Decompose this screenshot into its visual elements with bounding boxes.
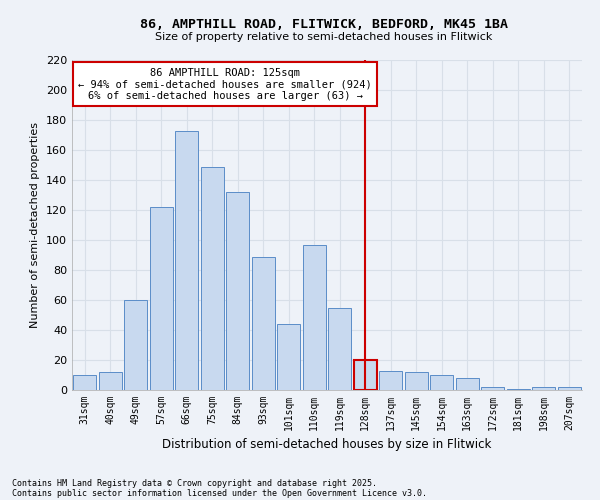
Bar — [404, 372, 428, 390]
Bar — [226, 192, 250, 390]
Bar — [455, 378, 479, 390]
Bar — [73, 375, 97, 390]
Bar — [251, 256, 275, 390]
Bar — [124, 300, 148, 390]
Bar — [175, 130, 199, 390]
Bar — [200, 166, 224, 390]
Text: 86, AMPTHILL ROAD, FLITWICK, BEDFORD, MK45 1BA: 86, AMPTHILL ROAD, FLITWICK, BEDFORD, MK… — [140, 18, 508, 30]
Text: 86 AMPTHILL ROAD: 125sqm
← 94% of semi-detached houses are smaller (924)
6% of s: 86 AMPTHILL ROAD: 125sqm ← 94% of semi-d… — [78, 68, 372, 100]
Bar — [277, 324, 301, 390]
Bar — [328, 308, 352, 390]
Text: Contains public sector information licensed under the Open Government Licence v3: Contains public sector information licen… — [12, 488, 427, 498]
Y-axis label: Number of semi-detached properties: Number of semi-detached properties — [31, 122, 40, 328]
Bar — [557, 387, 581, 390]
Bar — [506, 388, 530, 390]
Bar — [98, 372, 122, 390]
X-axis label: Distribution of semi-detached houses by size in Flitwick: Distribution of semi-detached houses by … — [163, 438, 491, 452]
Bar — [149, 207, 173, 390]
Bar — [430, 375, 454, 390]
Bar — [353, 360, 377, 390]
Text: Size of property relative to semi-detached houses in Flitwick: Size of property relative to semi-detach… — [155, 32, 493, 42]
Bar — [532, 387, 556, 390]
Text: Contains HM Land Registry data © Crown copyright and database right 2025.: Contains HM Land Registry data © Crown c… — [12, 478, 377, 488]
Bar — [379, 370, 403, 390]
Bar — [302, 244, 326, 390]
Bar — [481, 387, 505, 390]
